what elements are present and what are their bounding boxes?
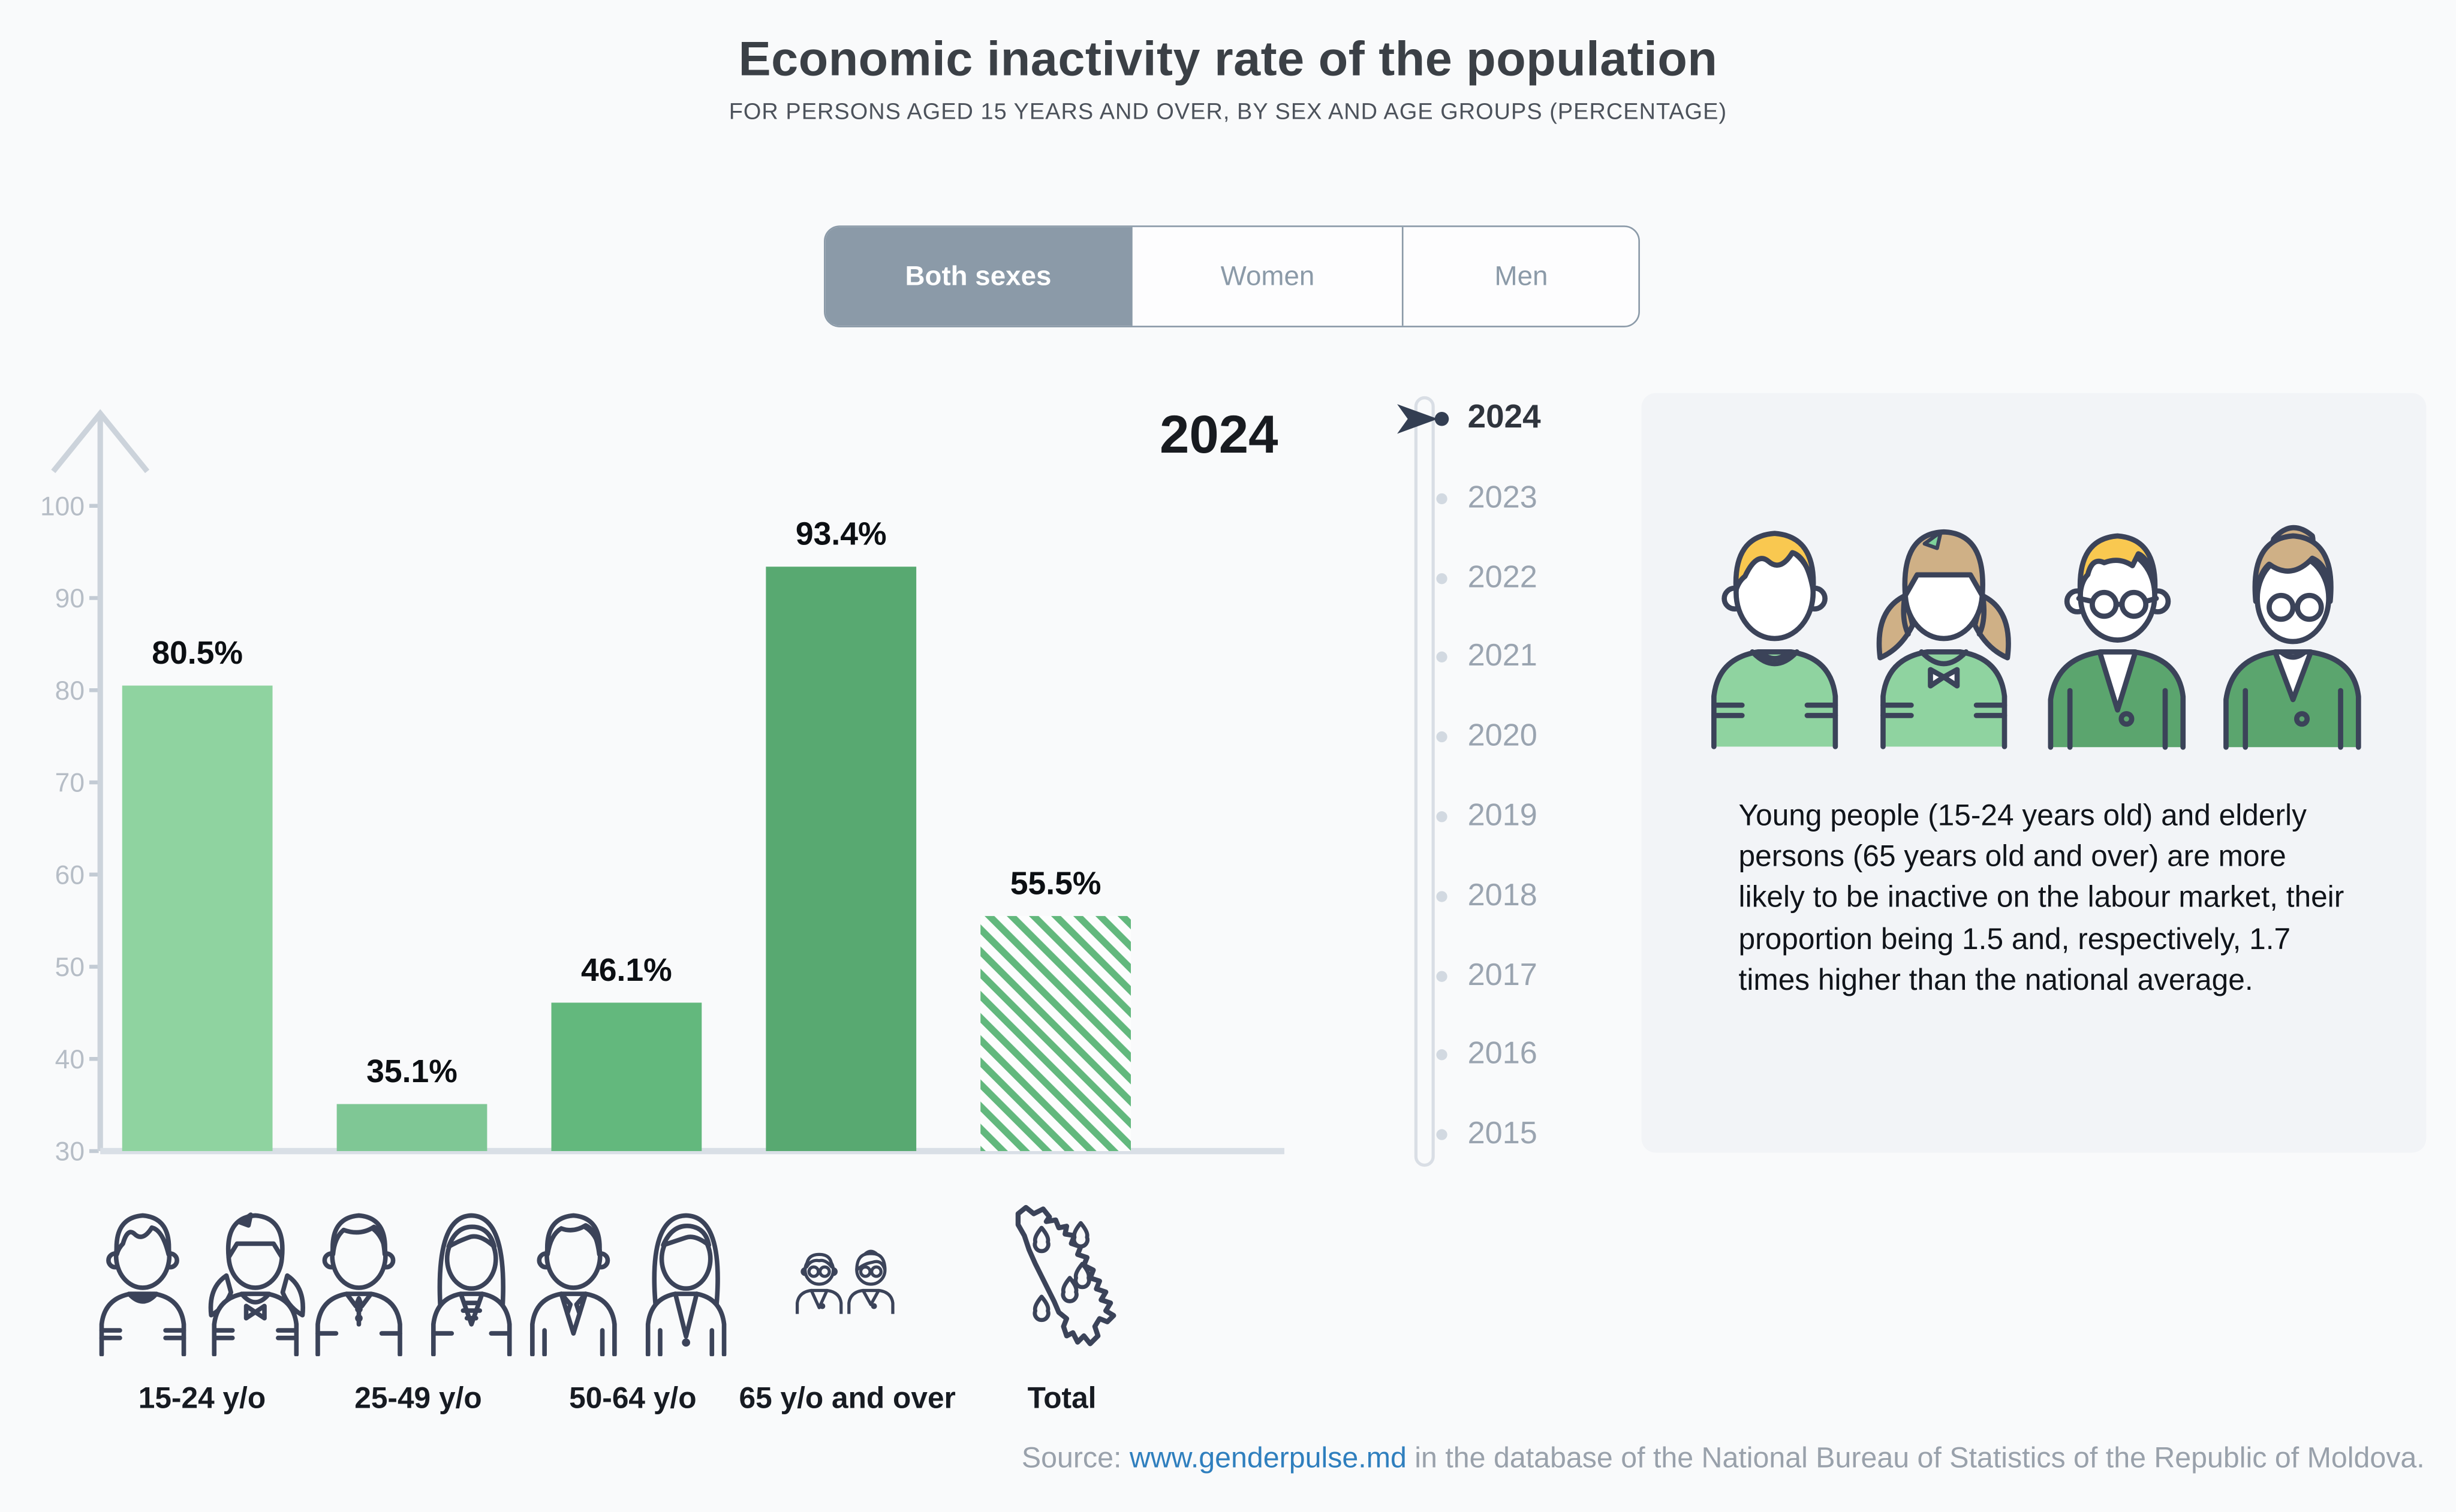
timeline-dot [1436,890,1447,902]
timeline-year-label: 2015 [1467,1116,1537,1152]
bar-value-label: 93.4% [796,517,887,552]
timeline-year-label: 2020 [1467,719,1537,754]
category-label: Total [1027,1383,1097,1416]
timeline-dot [1436,811,1447,823]
page-subtitle: FOR PERSONS AGED 15 YEARS AND OVER, BY S… [729,100,1727,125]
y-axis-tick-label: 60 [55,860,85,890]
timeline-dot [1436,573,1447,584]
y-axis-tick-label: 90 [55,584,85,613]
category-65-over: 65 y/o and over [730,1190,965,1417]
y-axis-tick-label: 80 [55,676,85,706]
bar-value-label: 35.1% [366,1054,458,1089]
timeline-year-label: 2016 [1467,1037,1537,1072]
y-axis-tick-label: 30 [55,1137,85,1167]
source-suffix: in the database of the National Bureau o… [1406,1441,2425,1474]
elderly-couple-icon [795,1249,895,1314]
teen-boy-girl-icon [99,1212,305,1357]
bar-Total[interactable] [980,915,1131,1151]
category-total: Total [944,1190,1179,1417]
category-label: 15-24 y/o [138,1383,266,1416]
y-axis-tick-label: 100 [40,492,85,521]
timeline-year-label: 2017 [1467,957,1537,993]
timeline-track[interactable] [1414,396,1435,1167]
tab-women[interactable]: Women [1133,227,1404,326]
source-prefix: Source: [1021,1441,1130,1474]
y-axis-tick-label: 70 [55,769,85,798]
young-girl-avatar-icon [1876,529,2010,749]
timeline-year-2019[interactable]: 2019 [1379,796,1676,836]
y-axis-arrow-icon [51,409,150,474]
bar-value-label: 55.5% [1010,866,1101,901]
y-axis-tick-label: 50 [55,953,85,982]
elderly-woman-avatar-icon [2222,525,2361,750]
category-15-24: 15-24 y/o [85,1190,320,1417]
timeline-dot [1436,731,1447,743]
timeline-dot [1436,652,1447,663]
tab-both-sexes[interactable]: Both sexes [825,227,1133,326]
bar-50-64 y/o[interactable] [551,1002,702,1151]
timeline-year-2016[interactable]: 2016 [1379,1034,1676,1075]
insight-card-avatars [1642,512,2427,750]
timeline-year-label: 2021 [1467,639,1537,674]
category-50-64: 50-64 y/o [515,1190,750,1417]
timeline-year-2018[interactable]: 2018 [1379,875,1676,916]
elderly-man-avatar-icon [2047,533,2185,750]
category-label: 50-64 y/o [569,1383,697,1416]
bar-value-label: 80.5% [152,635,243,671]
timeline-year-2015[interactable]: 2015 [1379,1114,1676,1155]
bar-65 y/o and over[interactable] [766,567,917,1151]
timeline-dot [1436,1050,1447,1061]
insight-card: Young people (15-24 years old) and elder… [1641,393,2427,1153]
y-axis-tick-label: 40 [55,1045,85,1074]
timeline-dot [1434,412,1449,426]
sex-filter-tabs: Both sexes Women Men [824,225,1640,327]
timeline-year-2017[interactable]: 2017 [1379,954,1676,995]
category-25-49: 25-49 y/o [301,1190,536,1417]
moldova-map-icon [1015,1204,1116,1347]
adult-man-woman-icon [315,1213,512,1357]
source-link[interactable]: www.genderpulse.md [1129,1441,1407,1474]
bar-value-label: 46.1% [581,953,672,988]
inactivity-bar-chart: 30 40 50 60 70 80 90 100 80.5% 35.1% 46.1% 93.4% 55.… [40,405,1285,1167]
timeline-year-label: 2022 [1467,560,1537,595]
timeline-year-label: 2019 [1467,799,1537,833]
source-line: Source: www.genderpulse.md in the databa… [1022,1441,2425,1475]
year-timeline: 2024 2023 2022 2021 2020 2019 2018 2017 2016 2015 [1379,384,1676,1190]
timeline-year-2021[interactable]: 2021 [1379,637,1676,677]
timeline-year-2023[interactable]: 2023 [1379,477,1676,518]
timeline-year-2020[interactable]: 2020 [1379,716,1676,757]
timeline-year-2022[interactable]: 2022 [1379,557,1676,598]
selected-year-label: 2024 [1160,405,1278,464]
timeline-year-label: 2023 [1467,480,1537,515]
timeline-dot [1436,493,1447,504]
active-year-pointer-icon [1397,404,1438,434]
timeline-year-label: 2018 [1467,878,1537,913]
category-label: 25-49 y/o [354,1383,482,1416]
bar-25-49 y/o[interactable] [336,1104,487,1151]
young-boy-avatar-icon [1710,531,1837,749]
insight-text: Young people (15-24 years old) and elder… [1738,800,2344,998]
tab-men[interactable]: Men [1494,260,1548,291]
bar-15-24 y/o[interactable] [122,685,273,1151]
timeline-dot [1436,1129,1447,1141]
timeline-dot [1436,970,1447,981]
timeline-year-label: 2024 [1467,399,1541,436]
senior-man-woman-icon [530,1213,727,1357]
category-label: 65 y/o and over [739,1383,956,1416]
timeline-year-2024[interactable]: 2024 [1379,397,1676,438]
page-title: Economic inactivity rate of the populati… [738,31,1718,86]
